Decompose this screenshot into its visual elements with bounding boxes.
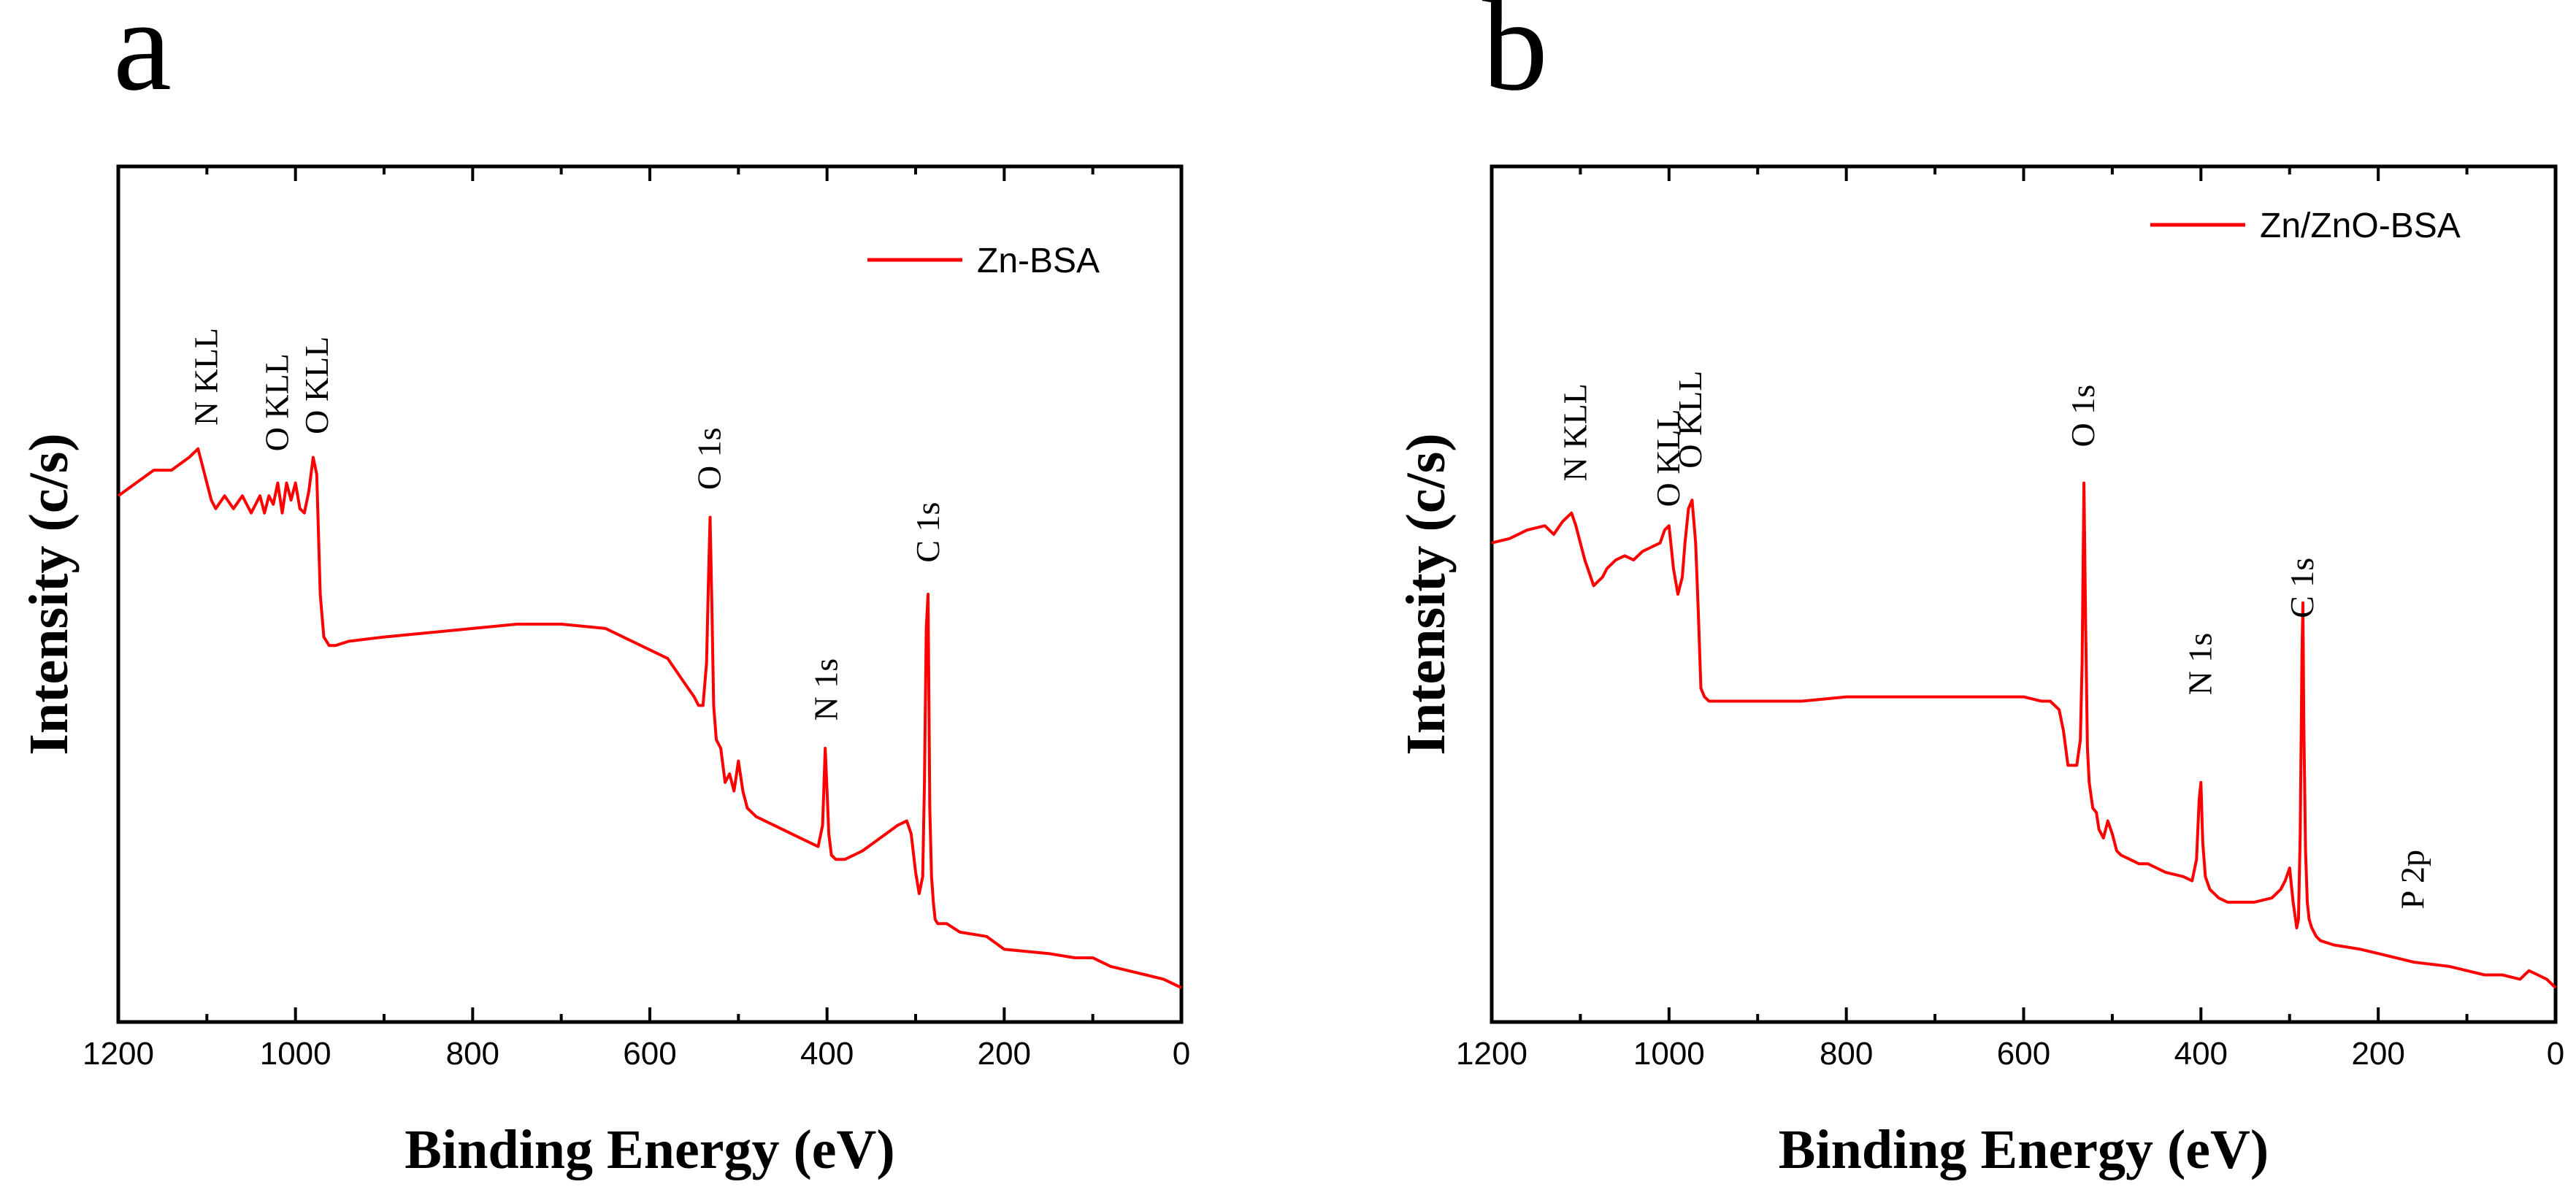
peak-label: O KLL	[1649, 409, 1687, 507]
legend-label: Zn/ZnO-BSA	[2260, 207, 2461, 245]
peak-label: C 1s	[909, 502, 946, 563]
chart-panel-b: b 1200 1000 800 600 400 200 0 Binding Energy (eV…	[1395, 0, 2564, 1180]
peak-label: P 2p	[2394, 850, 2431, 909]
x-tick-label: 800	[446, 1036, 499, 1072]
x-tick-label: 400	[2174, 1036, 2228, 1072]
x-tick-label: 200	[978, 1036, 1031, 1072]
panel-letter: a	[113, 0, 172, 118]
peak-label: O KLL	[298, 337, 335, 434]
peak-label: N 1s	[808, 658, 845, 721]
peak-label: O 1s	[691, 427, 728, 490]
peak-label: C 1s	[2283, 558, 2320, 618]
peak-label: O KLL	[258, 353, 295, 451]
x-tick-label: 0	[2547, 1036, 2564, 1072]
peak-label: N KLL	[1556, 383, 1593, 481]
plot-frame	[116, 164, 1184, 1024]
legend-label: Zn-BSA	[977, 242, 1100, 280]
peak-label: O 1s	[2064, 385, 2101, 447]
x-axis-title: Binding Energy (eV)	[405, 1119, 894, 1180]
x-axis-title: Binding Energy (eV)	[1779, 1119, 2269, 1180]
x-tick-label: 600	[1997, 1036, 2050, 1072]
peak-label: N KLL	[187, 328, 224, 426]
x-tick-label: 0	[1173, 1036, 1190, 1072]
y-axis-title: Intensity (c/s)	[1395, 433, 1457, 755]
chart-panel-a: a 1200 1000 800 600 400 200 0 Binding Energy (eV…	[18, 0, 1190, 1180]
x-tick-label: 200	[2351, 1036, 2404, 1072]
x-tick-label: 800	[1820, 1036, 1873, 1072]
peak-label: O KLL	[1671, 371, 1709, 469]
x-tick-label: 400	[800, 1036, 854, 1072]
x-tick-label: 1200	[1456, 1036, 1527, 1072]
peak-label: N 1s	[2181, 633, 2218, 696]
series-line	[117, 447, 1182, 989]
series-line	[1491, 481, 2557, 989]
x-tick-label: 1200	[83, 1036, 154, 1072]
y-axis-title: Intensity (c/s)	[18, 433, 80, 755]
x-tick-label: 1000	[260, 1036, 331, 1072]
x-tick-label: 1000	[1633, 1036, 1705, 1072]
panel-letter: b	[1482, 0, 1548, 118]
x-tick-label: 600	[623, 1036, 676, 1072]
